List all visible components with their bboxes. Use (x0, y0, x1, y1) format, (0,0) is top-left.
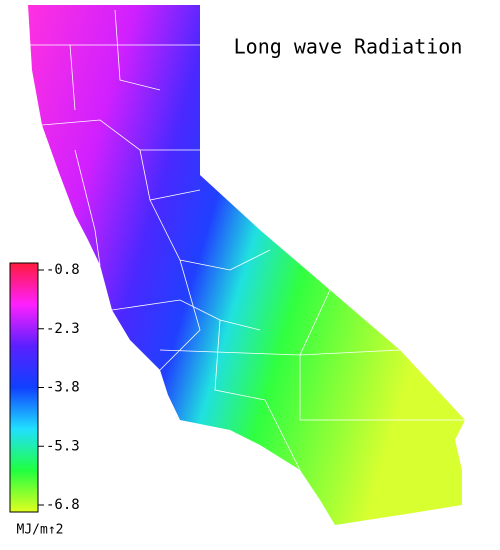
colorbar-tick-label: -0.8 (46, 262, 80, 278)
colorbar (9, 262, 39, 513)
colorbar-unit: MJ/m↑2 (17, 523, 64, 538)
county-lines (28, 9, 465, 471)
colorbar-tick-label: -2.3 (46, 321, 80, 337)
state-shape (28, 5, 465, 525)
colorbar-tick-label: -3.8 (46, 380, 80, 396)
map-title: Long wave Radiation (234, 35, 463, 59)
colorbar-tick-label: -6.8 (46, 497, 80, 513)
colorbar-tick-label: -5.3 (46, 438, 80, 454)
